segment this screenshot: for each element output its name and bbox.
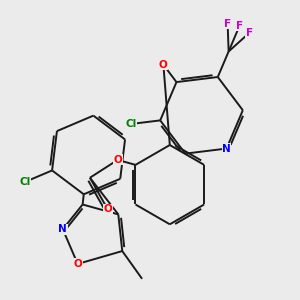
Text: Cl: Cl — [125, 119, 136, 129]
Text: N: N — [222, 144, 231, 154]
Text: O: O — [159, 60, 168, 70]
Text: F: F — [246, 28, 253, 38]
Text: F: F — [236, 21, 243, 31]
Text: O: O — [113, 155, 122, 165]
Text: O: O — [103, 204, 112, 214]
Text: Cl: Cl — [19, 177, 30, 187]
Text: O: O — [73, 259, 82, 269]
Text: F: F — [224, 19, 231, 29]
Text: N: N — [58, 224, 67, 234]
